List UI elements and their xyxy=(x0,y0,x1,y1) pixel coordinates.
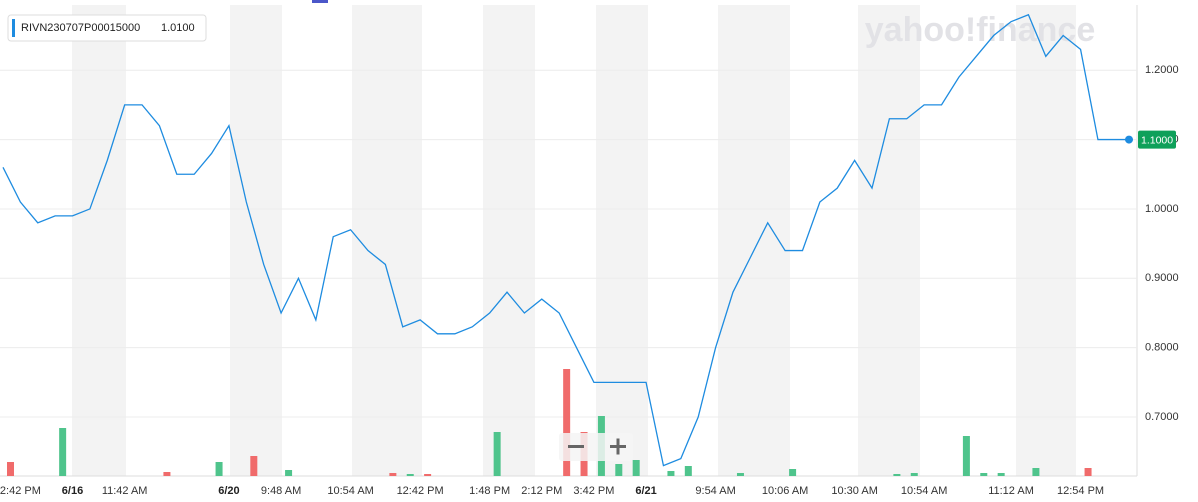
x-tick-label: 2:42 PM xyxy=(0,485,41,497)
watermark: yahoo!finance xyxy=(865,11,1095,49)
legend-box xyxy=(7,14,207,42)
volume-bar xyxy=(684,466,692,476)
zoom-in-v[interactable] xyxy=(616,438,620,455)
x-tick-label: 10:30 AM xyxy=(831,485,877,497)
x-tick-label: 6/16 xyxy=(62,485,83,497)
x-tick-label: 11:12 AM xyxy=(988,485,1034,497)
legend-name: RIVN230707P00015000 xyxy=(21,22,140,34)
volume-bar xyxy=(7,462,14,476)
volume-bar xyxy=(997,473,1005,476)
x-tick-label: 9:48 AM xyxy=(261,485,301,497)
y-tick-label: 1.0000 xyxy=(1145,203,1179,215)
volume-bar xyxy=(163,472,171,476)
range-indicator xyxy=(312,0,328,3)
last-label-box xyxy=(1138,130,1176,149)
volume-bar xyxy=(389,473,397,476)
volume-bar xyxy=(1032,468,1040,476)
y-tick-label: 0.9000 xyxy=(1145,272,1179,284)
last-value-label: 1.1000 xyxy=(1141,134,1173,146)
volume-bar xyxy=(893,474,901,476)
volume-bar xyxy=(493,432,501,476)
y-tick-label: 0.7000 xyxy=(1145,411,1179,423)
volume-bar xyxy=(59,428,67,476)
y-tick-label: 1.2000 xyxy=(1145,64,1179,76)
volume-bar xyxy=(215,462,223,476)
x-tick-label: 6/20 xyxy=(218,485,239,497)
x-tick-label: 6/21 xyxy=(635,485,656,497)
volume-bar xyxy=(1084,468,1092,476)
y-tick-label: 0.8000 xyxy=(1145,342,1179,354)
x-tick-label: 10:54 AM xyxy=(901,485,947,497)
zoom-out[interactable] xyxy=(568,445,584,448)
x-tick-label: 9:54 AM xyxy=(695,485,735,497)
x-tick-label: 12:54 PM xyxy=(1057,485,1104,497)
x-tick-label: 11:42 AM xyxy=(102,485,148,497)
volume-bar xyxy=(285,470,293,476)
x-tick-label: 1:48 PM xyxy=(469,485,510,497)
zoom-controls xyxy=(559,433,633,461)
volume-bar xyxy=(910,473,918,476)
volume-bar xyxy=(250,456,258,476)
legend-swatch xyxy=(12,19,15,37)
price-line xyxy=(2,13,1133,467)
volume-bar xyxy=(736,473,744,476)
x-tick-label: 12:42 PM xyxy=(397,485,444,497)
volume-bar xyxy=(424,474,432,476)
volume-bar xyxy=(962,436,970,476)
x-tick-label: 2:12 PM xyxy=(521,485,562,497)
volume-bar xyxy=(667,471,675,476)
legend-value: 1.0100 xyxy=(161,22,195,34)
legend: RIVN230707P00015000 1.0100 xyxy=(7,14,207,42)
x-tick-label: 3:42 PM xyxy=(573,485,614,497)
last-point xyxy=(1125,135,1133,144)
x-tick-label: 10:54 AM xyxy=(327,485,373,497)
volume-bar xyxy=(406,474,414,476)
volume-bar xyxy=(615,464,623,476)
zoom-bg xyxy=(559,433,633,461)
volume-bar xyxy=(980,473,988,476)
x-tick-label: 10:06 AM xyxy=(762,485,808,497)
volume-bar xyxy=(789,469,797,476)
volume-bar xyxy=(563,369,571,476)
session-bands xyxy=(72,5,1076,476)
volume-bar xyxy=(632,460,640,476)
